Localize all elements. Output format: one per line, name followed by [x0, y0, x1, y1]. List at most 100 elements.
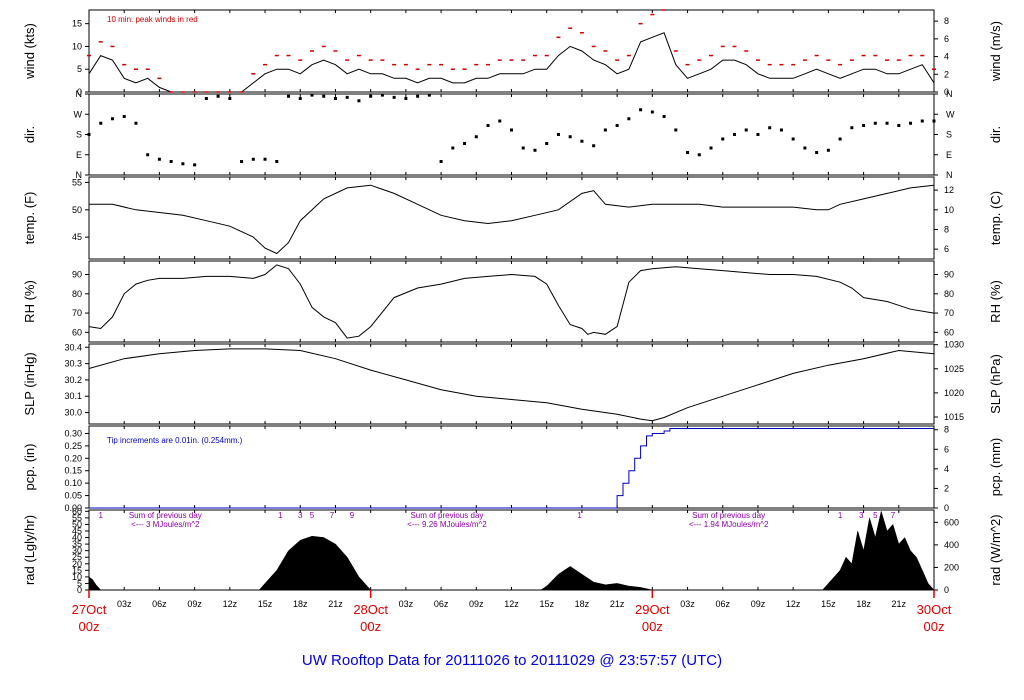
wind-series-line — [88, 32, 935, 93]
direction-point — [815, 151, 819, 154]
y-tick-label: 10 — [72, 572, 82, 582]
direction-point — [850, 126, 854, 130]
temperature-ylabel-right: temp. (C) — [988, 191, 1003, 245]
direction-point — [768, 126, 772, 130]
x-tick-label: 06z — [152, 599, 167, 609]
direction-point — [122, 115, 126, 118]
pressure-ylabel: SLP (inHg) — [22, 352, 37, 415]
direction-point — [662, 115, 666, 118]
x-tick-label: 03z — [117, 599, 132, 609]
direction-point — [251, 157, 255, 161]
radiation-hour-mark: 9 — [350, 511, 355, 520]
precipitation-ylabel: pcp. (in) — [22, 444, 37, 491]
y-tick-label: S — [76, 130, 82, 140]
y-tick-label: 0.10 — [64, 478, 82, 488]
radiation-hour-mark: 1 — [838, 511, 843, 520]
y-tick-label: 0.05 — [64, 491, 82, 501]
direction-point — [592, 144, 596, 148]
direction-point — [498, 119, 502, 123]
y-tick-label-right: 1020 — [944, 388, 964, 398]
y-tick-label: 0.20 — [64, 453, 82, 463]
direction-point — [134, 121, 138, 125]
direction-point — [932, 119, 936, 123]
radiation-hour-mark: 5 — [873, 511, 878, 520]
direction-point — [545, 142, 549, 145]
day-label-hour: 00z — [79, 619, 100, 634]
y-tick-label-right: 600 — [944, 517, 959, 527]
pressure-frame — [88, 343, 935, 425]
y-tick-label: 15 — [72, 19, 82, 29]
temperature-frame — [88, 176, 935, 260]
y-tick-label: E — [946, 150, 952, 160]
direction-point — [533, 148, 537, 152]
y-tick-label: 0.15 — [64, 466, 82, 476]
day-label-hour: 00z — [924, 619, 945, 634]
direction-point — [897, 124, 901, 127]
direction-point — [204, 97, 208, 100]
direction-point — [580, 139, 584, 143]
y-tick-label-right: 8 — [944, 224, 949, 234]
y-tick-label: 30.1 — [64, 391, 82, 401]
y-tick-label-right: 80 — [944, 289, 954, 299]
y-tick-label-right: 8 — [944, 16, 949, 26]
x-tick-label: 18z — [293, 599, 308, 609]
direction-point — [791, 137, 795, 141]
y-tick-label-right: 400 — [944, 540, 959, 550]
radiation-ylabel-right: rad (W/m^2) — [988, 514, 1003, 585]
y-tick-label: W — [946, 109, 955, 119]
y-tick-label: 0 — [77, 585, 82, 595]
y-tick-label-right: 1030 — [944, 340, 964, 350]
direction-point — [838, 137, 842, 141]
direction-point — [216, 94, 220, 98]
direction-ylabel-right: dir. — [988, 126, 1003, 143]
direction-point — [603, 128, 607, 132]
radiation-area — [88, 510, 935, 591]
direction-point — [721, 137, 725, 141]
y-tick-label: 60 — [72, 327, 82, 337]
direction-point — [263, 157, 267, 161]
radiation-note-line1: Sum of previous day — [692, 511, 765, 520]
y-tick-label-right: 1025 — [944, 364, 964, 374]
direction-point — [474, 135, 478, 139]
x-tick-label: 03z — [399, 599, 414, 609]
y-tick-label: 70 — [72, 308, 82, 318]
direction-point — [686, 151, 690, 154]
day-label-hour: 00z — [642, 619, 663, 634]
direction-point — [380, 93, 384, 97]
direction-point — [416, 94, 420, 98]
direction-point — [157, 157, 161, 161]
direction-point — [615, 124, 619, 127]
y-tick-label-right: 0 — [944, 585, 949, 595]
direction-point — [639, 108, 643, 112]
y-tick-label: N — [76, 170, 83, 180]
y-tick-label-right: 6 — [944, 34, 949, 44]
y-tick-label-right: 90 — [944, 270, 954, 280]
y-tick-label-right: 1015 — [944, 412, 964, 422]
y-tick-label-right: 60 — [944, 327, 954, 337]
y-tick-label: 30.4 — [64, 342, 82, 352]
direction-point — [110, 117, 114, 121]
y-tick-label-right: 70 — [944, 308, 954, 318]
day-label-date: 27Oct — [72, 602, 107, 617]
x-tick-label: 15z — [258, 599, 273, 609]
y-tick-label-right: 200 — [944, 562, 959, 572]
y-tick-label: 45 — [72, 232, 82, 242]
radiation-ylabel: rad (Lgly/hr) — [22, 515, 37, 585]
radiation-hour-mark: 3 — [298, 511, 303, 520]
x-tick-label: 15z — [539, 599, 554, 609]
y-tick-label: 0 — [77, 87, 82, 97]
day-label-date: 28Oct — [353, 602, 388, 617]
x-tick-label: 06z — [434, 599, 449, 609]
precipitation-ylabel-right: pcp. (mm) — [988, 438, 1003, 497]
direction-point — [803, 146, 807, 150]
precip-annotation: Tip increments are 0.01in. (0.254mm.) — [107, 436, 243, 445]
direction-point — [650, 110, 654, 114]
radiation-note-line1: Sum of previous day — [129, 511, 202, 520]
x-tick-label: 06z — [715, 599, 730, 609]
y-tick-label: S — [946, 130, 952, 140]
y-tick-label: W — [74, 109, 83, 119]
direction-point — [744, 128, 748, 132]
direction-point — [521, 146, 525, 150]
y-tick-label: 20 — [72, 559, 82, 569]
direction-point — [345, 95, 349, 99]
